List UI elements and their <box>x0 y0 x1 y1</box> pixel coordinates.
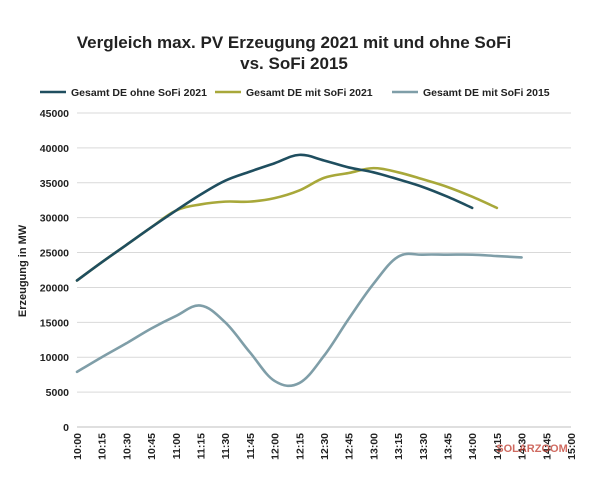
series-line-2 <box>75 166 499 282</box>
series-line-1 <box>75 153 474 282</box>
x-tick-label: 15:00 <box>566 433 578 460</box>
y-tick-label: 35000 <box>40 178 69 190</box>
x-tick-label: 13:00 <box>368 433 380 460</box>
x-tick-label: 11:30 <box>220 433 232 459</box>
x-tick-label: 11:45 <box>245 433 257 459</box>
y-axis-ticks: 0 5000 10000 15000 20000 25000 30000 35000 40000… <box>40 108 69 434</box>
chart-title-line2: vs. SoFi 2015 <box>240 54 348 73</box>
x-tick-label: 14:00 <box>467 433 479 460</box>
x-tick-label: 10:15 <box>97 433 109 460</box>
legend-label: Gesamt DE mit SoFi 2015 <box>423 87 550 99</box>
x-tick-label: 14:30 <box>517 433 529 460</box>
y-tick-label: 25000 <box>40 248 69 260</box>
legend-label: Gesamt DE mit SoFi 2021 <box>246 87 373 99</box>
x-tick-label: 10:00 <box>72 433 84 460</box>
chart-title-line1: Vergleich max. PV Erzeugung 2021 mit und… <box>77 33 512 52</box>
gridlines <box>77 112 571 393</box>
x-tick-label: 10:45 <box>146 433 158 460</box>
y-tick-label: 40000 <box>40 143 69 155</box>
x-tick-label: 14:45 <box>541 433 553 460</box>
y-tick-label: 20000 <box>40 282 69 294</box>
legend: Gesamt DE ohne SoFi 2021 Gesamt DE mit So… <box>40 87 550 99</box>
y-tick-label: 45000 <box>40 108 69 120</box>
y-tick-label: 10000 <box>40 352 69 364</box>
x-axis-ticks: 10:00 10:15 10:30 10:45 11:00 11:15 11:30 11:45… <box>72 433 578 460</box>
x-tick-label: 11:00 <box>171 433 183 459</box>
y-tick-label: 30000 <box>40 213 69 225</box>
series-line-3 <box>75 252 523 388</box>
x-tick-label: 12:30 <box>319 433 331 460</box>
x-tick-label: 14:15 <box>492 433 504 460</box>
x-tick-label: 12:00 <box>270 433 282 460</box>
y-tick-label: 5000 <box>46 387 70 399</box>
y-tick-label: 0 <box>63 422 69 434</box>
x-tick-label: 13:45 <box>443 433 455 460</box>
x-tick-label: 11:15 <box>196 433 208 459</box>
x-tick-label: 12:45 <box>344 433 356 460</box>
x-tick-label: 13:30 <box>418 433 430 460</box>
x-tick-label: 13:15 <box>393 433 405 460</box>
x-tick-label: 10:30 <box>121 433 133 460</box>
x-tick-label: 12:15 <box>294 433 306 460</box>
watermark: SOLARZOOM <box>496 443 568 455</box>
legend-label: Gesamt DE ohne SoFi 2021 <box>71 87 207 99</box>
series-group <box>75 153 523 388</box>
y-tick-label: 15000 <box>40 317 69 329</box>
y-axis-title: Erzeugung in MW <box>17 224 29 317</box>
